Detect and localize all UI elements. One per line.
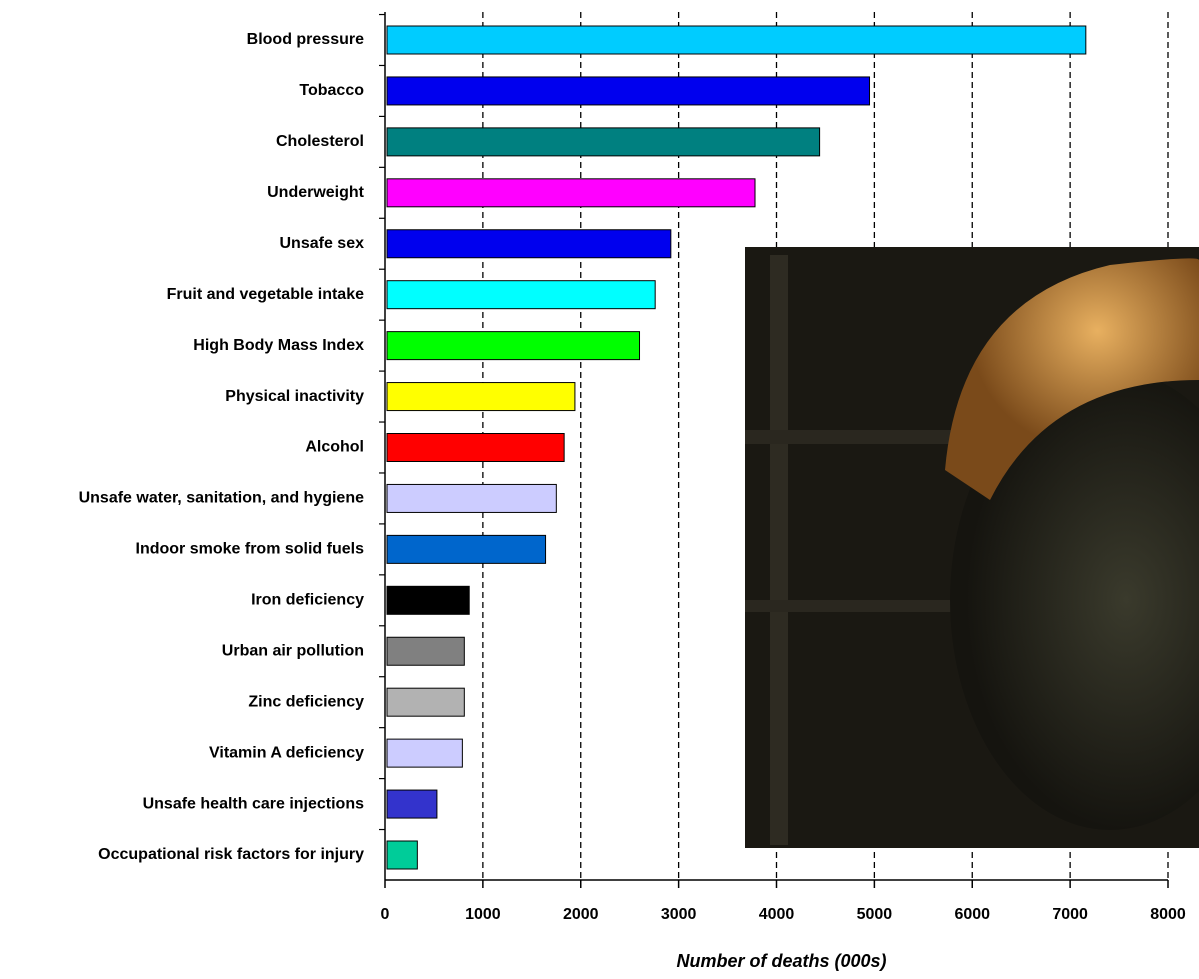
bar (387, 688, 464, 716)
y-tick-label: Indoor smoke from solid fuels (136, 541, 365, 558)
x-tick-label: 8000 (1150, 906, 1186, 923)
bar (387, 790, 437, 818)
photo-beam (745, 600, 975, 612)
bar (387, 77, 870, 105)
y-tick-label: High Body Mass Index (193, 337, 364, 354)
bar (387, 637, 464, 665)
y-tick-label: Urban air pollution (222, 642, 364, 659)
x-tick-label: 0 (381, 906, 390, 923)
x-tick-label: 6000 (954, 906, 990, 923)
x-tick-label: 7000 (1052, 906, 1088, 923)
y-tick-label: Vitamin A deficiency (209, 744, 364, 761)
y-tick-label: Physical inactivity (225, 388, 364, 405)
y-tick-label: Unsafe sex (280, 235, 365, 252)
y-tick-label: Cholesterol (276, 133, 364, 150)
y-tick-label: Iron deficiency (251, 592, 364, 609)
photo (745, 247, 1199, 848)
photo-beam (745, 430, 975, 444)
y-tick-label: Fruit and vegetable intake (167, 286, 364, 303)
bar (387, 383, 575, 411)
bar (387, 281, 655, 309)
x-tick-label: 2000 (563, 906, 599, 923)
y-tick-label: Tobacco (299, 82, 364, 99)
x-axis-title: Number of deaths (000s) (676, 951, 886, 971)
bar (387, 179, 755, 207)
x-tick-label: 1000 (465, 906, 501, 923)
bar (387, 586, 469, 614)
bar (387, 434, 564, 462)
y-tick-label: Unsafe health care injections (143, 795, 365, 812)
bar (387, 128, 820, 156)
y-tick-label: Blood pressure (247, 31, 364, 48)
bar (387, 739, 462, 767)
x-tick-label: 4000 (759, 906, 795, 923)
chart: 0 1000 2000 3000 4000 5000 6000 7000 8000 Number … (0, 0, 1199, 979)
bar (387, 535, 546, 563)
y-tick-label: Occupational risk factors for injury (98, 846, 364, 863)
bar (387, 26, 1086, 54)
y-tick-label: Unsafe water, sanitation, and hygiene (79, 490, 365, 507)
bar (387, 841, 417, 869)
bar (387, 332, 640, 360)
photo-beam (770, 255, 788, 845)
x-tick-label: 3000 (661, 906, 697, 923)
x-tick-label: 5000 (857, 906, 893, 923)
y-tick-label: Zinc deficiency (248, 693, 364, 710)
y-tick-label: Alcohol (305, 439, 364, 456)
bar (387, 230, 671, 258)
bar (387, 484, 556, 512)
y-tick-label: Underweight (267, 184, 365, 201)
